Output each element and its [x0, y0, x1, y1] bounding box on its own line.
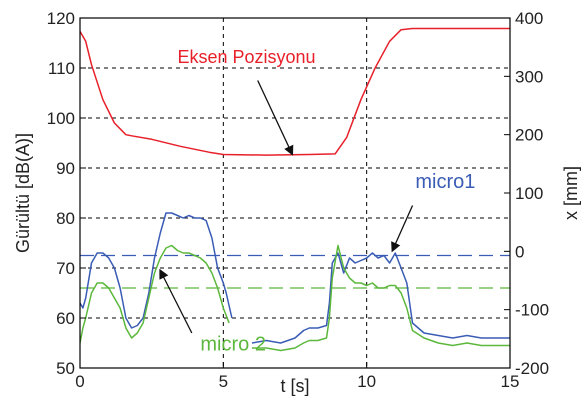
y-axis-title: Gürültü [dB(A)] [13, 133, 33, 253]
x-tick-label: 5 [219, 372, 228, 391]
y2-tick-label: 100 [515, 184, 543, 203]
y-tick-label: 100 [47, 109, 75, 128]
ticks: 0 5 10 15 50 60 70 80 90 100 110 120 -200 -100 0 100 200… [47, 9, 549, 391]
y2-tick-label: -200 [515, 359, 549, 378]
series-line-eksen-pozisyonu [80, 27, 510, 156]
series-line-micro1 [80, 212, 233, 329]
y-tick-label: 60 [56, 309, 75, 328]
series-line-micro-2 [80, 244, 230, 344]
y-tick-label: 70 [56, 259, 75, 278]
annotations: Eksen Pozisyonu micro1 micro 2 [159, 47, 475, 356]
annotation-label: micro 2 [200, 334, 266, 356]
plot-area [80, 18, 510, 368]
annotation-arrow [391, 205, 414, 253]
y2-tick-label: 400 [515, 9, 543, 28]
series-group [80, 27, 510, 352]
annotation-label: micro1 [415, 171, 475, 193]
x-axis-title: t [s] [280, 376, 309, 396]
y2-axis-title: x [mm] [561, 166, 581, 220]
annotation-label: Eksen Pozisyonu [177, 47, 315, 67]
series-line-micro1 [251, 252, 510, 344]
series-line-micro-2 [252, 244, 510, 352]
x-tick-label: 15 [501, 372, 520, 391]
annotation-arrow [257, 80, 294, 156]
y2-tick-label: 0 [515, 242, 524, 261]
annotation-arrow [159, 268, 193, 334]
y-tick-label: 120 [47, 9, 75, 28]
y-tick-label: 80 [56, 209, 75, 228]
y2-tick-label: 300 [515, 67, 543, 86]
y-tick-label: 110 [48, 59, 75, 78]
y-tick-label: 90 [56, 159, 75, 178]
y2-tick-label: 200 [515, 126, 543, 145]
x-tick-label: 10 [357, 372, 376, 391]
y2-tick-label: -100 [515, 301, 549, 320]
x-tick-label: 0 [75, 372, 84, 391]
y-tick-label: 50 [56, 359, 75, 378]
